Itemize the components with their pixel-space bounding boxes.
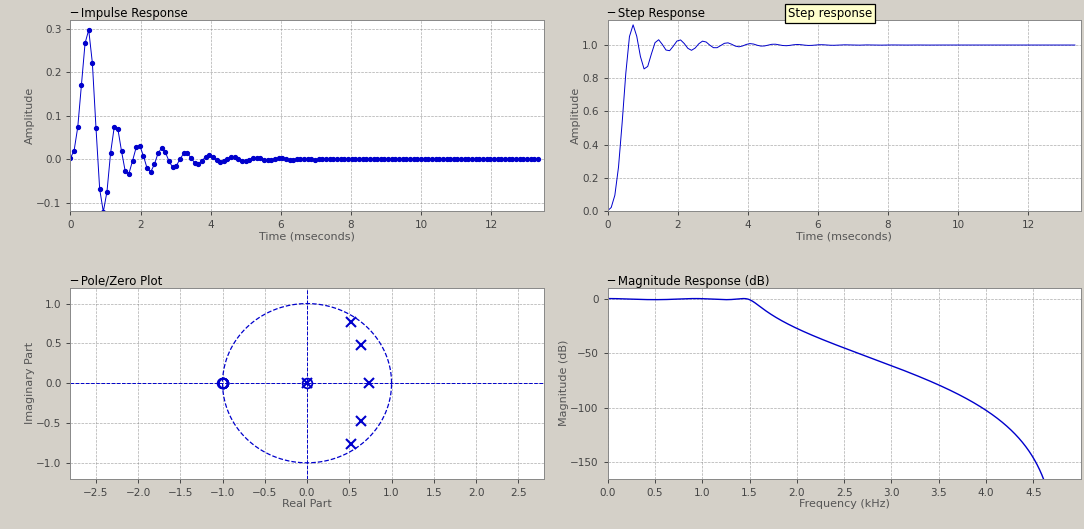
X-axis label: Real Part: Real Part (282, 499, 332, 509)
Y-axis label: Imaginary Part: Imaginary Part (25, 342, 35, 424)
Y-axis label: Magnitude (dB): Magnitude (dB) (558, 340, 569, 426)
Text: ─ Step Response: ─ Step Response (607, 7, 706, 20)
Text: Step response: Step response (788, 7, 872, 20)
X-axis label: Time (mseconds): Time (mseconds) (797, 232, 892, 242)
Y-axis label: Amplitude: Amplitude (25, 87, 35, 144)
Text: ─ Magnitude Response (dB): ─ Magnitude Response (dB) (607, 275, 770, 288)
X-axis label: Time (mseconds): Time (mseconds) (259, 232, 354, 242)
X-axis label: Frequency (kHz): Frequency (kHz) (799, 499, 890, 509)
Text: ─ Pole/Zero Plot: ─ Pole/Zero Plot (70, 275, 163, 288)
Y-axis label: Amplitude: Amplitude (570, 87, 581, 144)
Text: ─ Impulse Response: ─ Impulse Response (70, 7, 189, 20)
